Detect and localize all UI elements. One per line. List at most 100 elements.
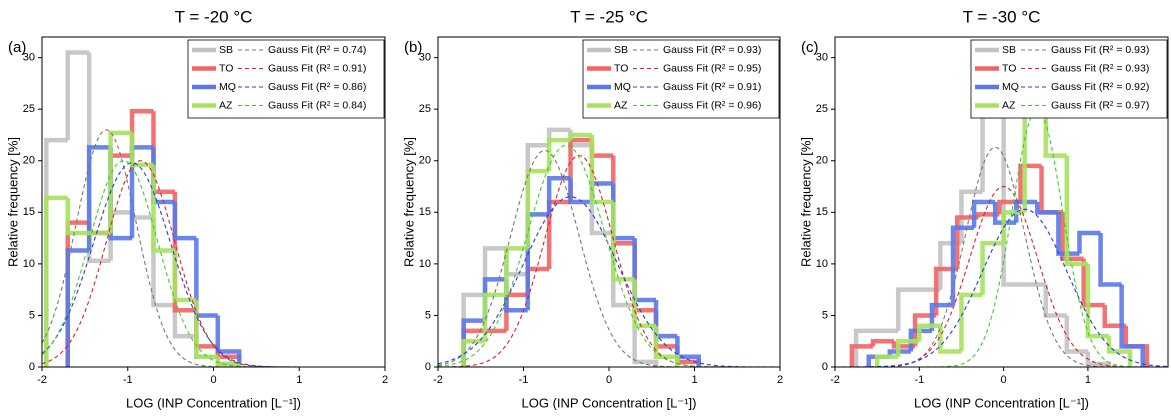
histogram-bin [568, 132, 592, 141]
legend-fit-label: Gauss Fit (R² = 0.93) [663, 44, 761, 56]
histogram-bin [151, 111, 175, 194]
histogram-bin [194, 299, 218, 359]
histogram-bin [912, 313, 937, 347]
legend-label: TO [219, 62, 233, 74]
histogram-bin [172, 191, 197, 313]
histogram-bin [938, 325, 962, 354]
histogram-bin [976, 212, 1000, 218]
y-tick-label: 25 [816, 103, 828, 115]
legend-box [187, 39, 385, 119]
histogram-bin [129, 145, 154, 239]
histogram-bin [1001, 116, 1025, 287]
legend-label: SB [219, 44, 233, 56]
gauss-fit-curve [835, 146, 1168, 367]
plot-area [42, 50, 385, 367]
x-axis-label: LOG (INP Concentration [L⁻¹]) [522, 395, 697, 410]
panel-label: (c) [801, 39, 819, 56]
histogram-bin [151, 164, 175, 253]
legend-fit-label: Gauss Fit (R² = 0.84) [268, 99, 366, 111]
histogram-bin [653, 310, 678, 349]
plot-frame [41, 36, 386, 368]
gauss-fit-curve [438, 144, 780, 367]
histogram-bin [1098, 232, 1122, 287]
y-axis-label: Relative frequency [%] [5, 137, 20, 267]
y-tick-label: 20 [23, 155, 35, 167]
histogram-bin [1018, 163, 1042, 202]
histogram-bin [653, 299, 678, 339]
x-tick-label: -2 [830, 374, 840, 386]
histogram-bin [895, 287, 920, 331]
y-tick-label: 30 [816, 52, 828, 64]
histogram-bin [546, 199, 571, 270]
y-tick-label: 10 [23, 258, 35, 270]
legend-fit-label: Gauss Fit (R² = 0.92) [1051, 81, 1149, 93]
x-tick-label: 1 [691, 374, 697, 386]
x-tick-label: -2 [37, 374, 47, 386]
histogram-bin [632, 305, 659, 367]
x-axis-label: LOG (INP Concentration [L⁻¹]) [914, 395, 1089, 410]
histogram-bin [1081, 258, 1105, 308]
histogram-bin [65, 50, 90, 141]
histogram-bin [589, 134, 614, 205]
histogram-bin [1060, 212, 1084, 261]
y-tick-label: 15 [419, 206, 431, 218]
histogram-bin [653, 325, 680, 367]
legend-fit-label: Gauss Fit (R² = 0.74) [268, 44, 366, 56]
y-tick-label: 5 [29, 309, 35, 321]
histogram-bin [546, 176, 571, 215]
gauss-fit-curve [438, 196, 780, 367]
panel-label: (a) [8, 39, 26, 56]
legend-fit-label: Gauss Fit (R² = 0.93) [1051, 44, 1149, 56]
panel-title: T = -25 °C [570, 7, 648, 26]
histogram-bin [108, 130, 133, 233]
gauss-fit-curve [835, 208, 1168, 367]
legend-box [582, 39, 780, 119]
histogram-bin [971, 199, 996, 228]
y-tick-label: 5 [822, 309, 828, 321]
y-tick-label: 20 [419, 155, 431, 167]
legend-label: AZ [1002, 99, 1016, 111]
legend-fit-label: Gauss Fit (R² = 0.91) [268, 62, 366, 74]
legend-fit-label: Gauss Fit (R² = 0.93) [1051, 62, 1149, 74]
histogram-bin [675, 336, 702, 367]
histogram-bin [546, 137, 571, 172]
histogram-bin [611, 155, 635, 246]
histogram-bin [44, 195, 68, 367]
legend-fit-label: Gauss Fit (R² = 0.91) [663, 81, 761, 93]
y-tick-label: 10 [419, 258, 431, 270]
legend-label: MQ [219, 81, 236, 93]
histogram-bin [461, 328, 486, 367]
panel: T = -30 °C (c) LOG (INP Concentration [L⁻¹… [798, 7, 1169, 410]
gauss-fit-curve [42, 162, 385, 367]
x-tick-label: -2 [433, 374, 443, 386]
y-tick-label: 10 [816, 258, 828, 270]
x-tick-label: -1 [519, 374, 529, 386]
legend-label: AZ [614, 99, 628, 111]
histogram-bin [461, 318, 486, 367]
legend-label: SB [1002, 44, 1016, 56]
legend-label: TO [614, 62, 628, 74]
panel-title: T = -30 °C [963, 7, 1041, 26]
plot-frame [437, 36, 781, 368]
y-tick-label: 0 [425, 361, 431, 373]
y-tick-label: 0 [822, 361, 828, 373]
histogram-bin [525, 168, 550, 249]
histogram-bin [980, 241, 1004, 295]
histogram-bin [1077, 230, 1101, 254]
y-tick-label: 15 [816, 206, 828, 218]
y-tick-label: 0 [29, 361, 35, 373]
histogram-bin [65, 248, 90, 367]
histogram-bin [853, 328, 878, 367]
y-tick-label: 25 [419, 103, 431, 115]
histogram-bin [917, 323, 941, 342]
y-tick-label: 15 [23, 206, 35, 218]
y-tick-label: 20 [816, 155, 828, 167]
histogram-bin [1035, 202, 1059, 215]
plot-area [438, 127, 780, 367]
panel: T = -25 °C (b) LOG (INP Concentration [L⁻¹… [401, 7, 783, 410]
gauss-fit-curve [438, 149, 780, 367]
x-tick-label: 2 [382, 374, 388, 386]
histogram-bin [980, 114, 1004, 192]
gauss-fit-curve [42, 160, 385, 367]
histogram-bin [504, 292, 528, 331]
